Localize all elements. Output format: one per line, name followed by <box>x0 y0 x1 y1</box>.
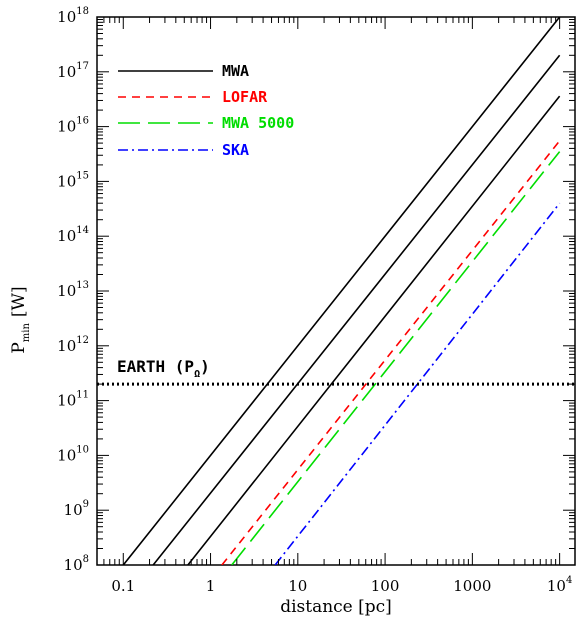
y-tick-label: 1012 <box>57 335 89 355</box>
y-tick-label: 1013 <box>57 280 89 300</box>
earth-reference-line: EARTH (PΩ) <box>97 357 575 386</box>
y-tick-label: 1010 <box>57 444 89 464</box>
svg-text:Pmin[W]: Pmin [W] <box>9 286 32 353</box>
legend-label: LOFAR <box>222 88 268 106</box>
y-axis-label: Pmin [W] <box>9 286 32 353</box>
series-line-mwa-5000 <box>231 151 561 565</box>
y-tick-label: 109 <box>64 499 89 519</box>
axis-ticks <box>96 16 575 566</box>
x-tick-label: 10 <box>288 577 307 595</box>
y-axis-label-main: P <box>9 342 29 353</box>
x-tick-label: 100 <box>371 577 400 595</box>
series-lines <box>122 17 561 565</box>
series-line-lofar <box>221 140 561 565</box>
legend-label: MWA <box>222 62 249 80</box>
legend-label: SKA <box>222 141 249 159</box>
x-tick-label: 1000 <box>453 577 491 595</box>
x-tick-label: 1 <box>206 577 216 595</box>
x-axis-label: distance [pc] <box>280 597 392 617</box>
y-tick-label: 1017 <box>57 61 89 81</box>
legend: MWA LOFAR MWA 5000 SKA <box>118 62 294 159</box>
y-tick-label: 108 <box>64 554 89 574</box>
plot-area <box>96 16 576 566</box>
series-line-mwa-2 <box>152 54 561 565</box>
series-line-mwa <box>122 17 561 565</box>
series-line-mwa-3 <box>187 95 561 565</box>
tick-labels: 0.1 1 10 100 1000 104 108 109 1010 1011 1012 1013 10… <box>57 6 572 595</box>
y-tick-label: 1016 <box>57 116 89 136</box>
y-axis-label-unit: [W] <box>9 286 29 317</box>
plot-frame <box>96 16 576 566</box>
series-line-ska <box>274 202 561 565</box>
y-tick-label: 1014 <box>57 225 89 245</box>
legend-label: MWA 5000 <box>222 114 294 132</box>
y-tick-label: 1015 <box>57 170 89 190</box>
y-tick-label: 1011 <box>57 390 89 410</box>
y-axis-label-sub: min <box>21 323 32 343</box>
y-tick-label: 1018 <box>57 6 89 26</box>
x-tick-label: 104 <box>547 575 572 595</box>
earth-label: EARTH (PΩ) <box>117 357 210 380</box>
x-tick-label: 0.1 <box>111 577 135 595</box>
